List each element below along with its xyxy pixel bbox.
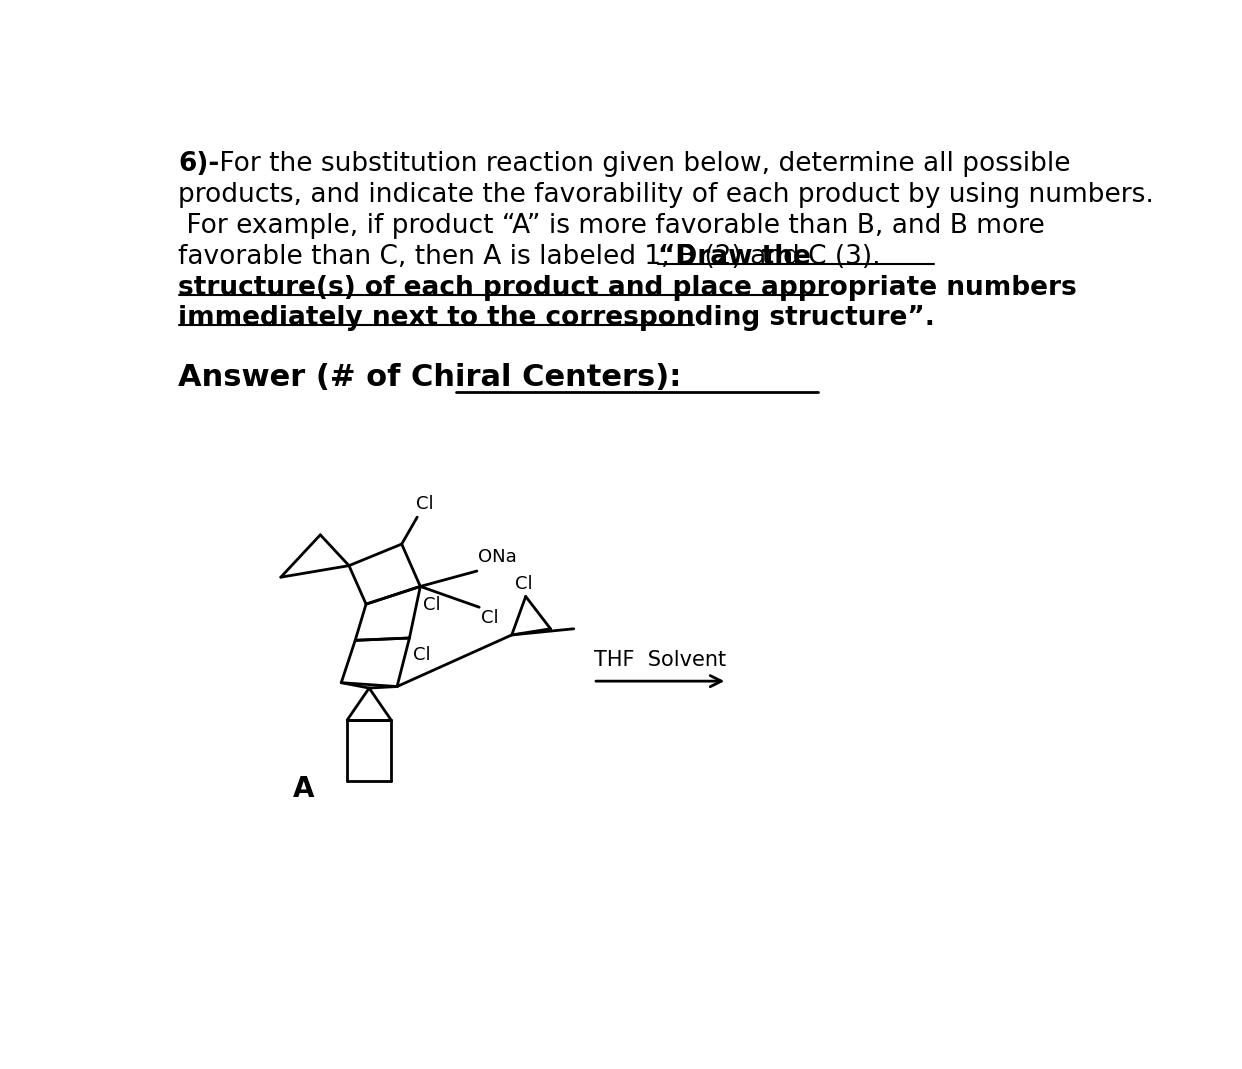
Text: For example, if product “A” is more favorable than B, and B more: For example, if product “A” is more favo… xyxy=(179,213,1046,239)
Text: Cl: Cl xyxy=(424,595,441,614)
Text: immediately next to the corresponding structure”.: immediately next to the corresponding st… xyxy=(179,306,935,331)
Text: products, and indicate the favorability of each product by using numbers.: products, and indicate the favorability … xyxy=(179,182,1154,208)
Text: Cl: Cl xyxy=(515,575,533,593)
Text: THF  Solvent: THF Solvent xyxy=(594,650,727,670)
Text: structure(s) of each product and place appropriate numbers: structure(s) of each product and place a… xyxy=(179,275,1077,300)
Text: A: A xyxy=(293,775,314,803)
Text: Answer (# of Chiral Centers):: Answer (# of Chiral Centers): xyxy=(179,363,682,392)
Text: Cl: Cl xyxy=(481,608,498,626)
Text: Cl: Cl xyxy=(412,646,430,664)
Text: ONa: ONa xyxy=(478,548,517,567)
Text: Cl: Cl xyxy=(416,495,433,513)
Text: “Draw the: “Draw the xyxy=(658,244,811,269)
Text: 6)-: 6)- xyxy=(179,152,220,177)
Text: favorable than C, then A is labeled 1, B (2) and C (3).: favorable than C, then A is labeled 1, B… xyxy=(179,244,898,269)
Text: For the substitution reaction given below, determine all possible: For the substitution reaction given belo… xyxy=(211,152,1071,177)
